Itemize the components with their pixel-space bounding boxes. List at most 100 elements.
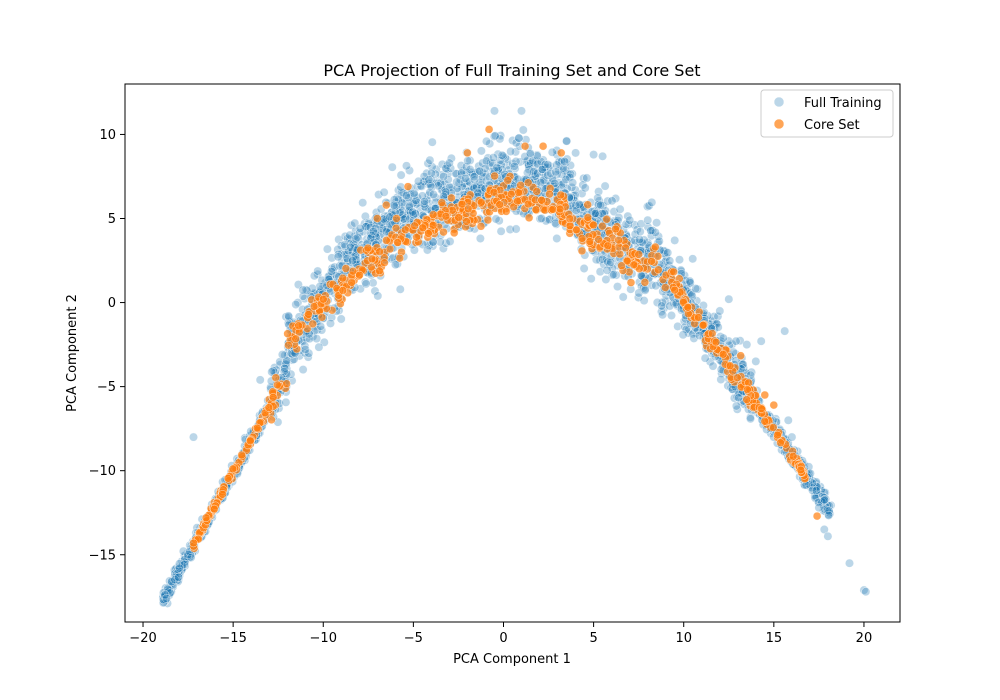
scatter-point (760, 390, 769, 400)
scatter-point (355, 284, 365, 294)
scatter-point (489, 188, 499, 197)
scatter-point (667, 311, 676, 320)
scatter-point (319, 295, 328, 304)
x-tick-label: 10 (675, 631, 692, 646)
scatter-point (733, 373, 742, 382)
scatter-point (283, 329, 292, 338)
scatter-point (732, 401, 741, 411)
scatter-point (409, 188, 419, 198)
scatter-point (685, 278, 695, 287)
scatter-point (715, 306, 725, 316)
scatter-point (445, 182, 455, 192)
scatter-point (743, 385, 752, 394)
scatter-point (536, 178, 546, 187)
scatter-point (333, 252, 343, 262)
scatter-point (557, 148, 566, 158)
x-axis-label: PCA Component 1 (453, 652, 571, 667)
scatter-point (552, 234, 562, 243)
scatter-point (586, 274, 596, 284)
scatter-point (626, 278, 636, 287)
scatter-point (547, 147, 557, 157)
scatter-point (481, 169, 491, 179)
legend: Full Training Core Set (760, 89, 894, 138)
scatter-point (355, 223, 365, 233)
scatter-point (780, 326, 790, 336)
scatter-point (811, 486, 821, 495)
scatter-point (429, 190, 438, 199)
scatter-point (652, 218, 661, 228)
scatter-point (464, 204, 473, 214)
scatter-point (545, 189, 554, 199)
scatter-point (673, 321, 683, 331)
scatter-point (651, 281, 661, 291)
scatter-point (614, 235, 623, 245)
scatter-point (635, 227, 645, 237)
scatter-point (392, 214, 401, 223)
scatter-point (456, 161, 466, 171)
scatter-point (598, 221, 607, 231)
scatter-point (300, 348, 310, 358)
scatter-point (361, 279, 371, 289)
scatter-point (602, 265, 612, 275)
scatter-point (653, 252, 663, 261)
scatter-point (367, 254, 377, 264)
scatter-point (284, 311, 293, 321)
scatter-point (703, 311, 713, 321)
scatter-point (391, 197, 401, 207)
scatter-point (452, 177, 462, 187)
x-tick-label: −15 (219, 631, 246, 646)
scatter-point (373, 214, 382, 223)
scatter-point (429, 210, 438, 219)
scatter-point (284, 341, 293, 350)
scatter-point (556, 190, 565, 200)
scatter-point (281, 397, 291, 407)
y-tick-label: 0 (108, 296, 116, 311)
scatter-point (555, 204, 565, 214)
scatter-point (563, 172, 572, 182)
scatter-point (773, 430, 782, 440)
scatter-point (469, 172, 479, 182)
scatter-point (602, 215, 611, 224)
scatter-point (708, 329, 717, 338)
y-tick-label: −10 (89, 464, 116, 479)
scatter-point (436, 178, 445, 188)
scatter-point (640, 285, 650, 295)
scatter-point (580, 183, 590, 193)
scatter-point (698, 321, 708, 330)
scatter-point (643, 215, 653, 225)
scatter-point (253, 423, 262, 433)
y-axis-label: PCA Component 2 (65, 294, 80, 412)
scatter-point (431, 164, 441, 174)
scatter-point (497, 150, 507, 160)
scatter-point (685, 276, 695, 286)
x-tick-label: 5 (589, 631, 597, 646)
scatter-point (327, 266, 336, 276)
scatter-point (757, 404, 766, 413)
scatter-point (583, 200, 592, 209)
scatter-point (162, 594, 171, 603)
scatter-point (716, 375, 726, 384)
scatter-point (410, 221, 419, 231)
scatter-point (351, 234, 361, 244)
scatter-point (401, 191, 411, 201)
scatter-point (598, 151, 607, 161)
scatter-point (412, 182, 422, 192)
scatter-point (634, 250, 643, 259)
scatter-point (322, 244, 332, 254)
scatter-point (625, 215, 635, 225)
scatter-point (363, 243, 373, 253)
scatter-point (379, 187, 389, 197)
scatter-point (524, 213, 534, 223)
scatter-point (502, 207, 511, 216)
scatter-point (309, 302, 319, 311)
scatter-point (477, 198, 486, 207)
scatter-point (463, 148, 472, 158)
scatter-point (298, 285, 308, 295)
scatter-point (387, 162, 397, 172)
scatter-point (646, 226, 656, 236)
scatter-point (665, 256, 675, 266)
scatter-point (621, 243, 630, 253)
scatter-point (713, 311, 723, 321)
scatter-point (618, 292, 628, 302)
scatter-point (353, 232, 363, 242)
